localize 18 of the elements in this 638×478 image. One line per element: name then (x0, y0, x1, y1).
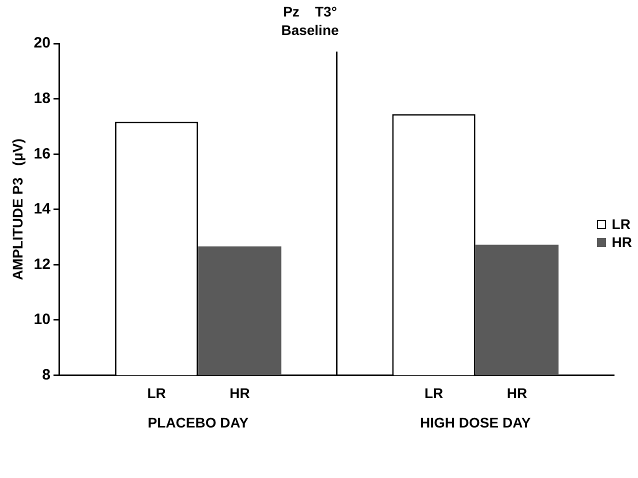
x-tick-label: HIGH DOSE DAY (420, 414, 532, 430)
text: LR (612, 216, 630, 232)
y-axis-title: AMPLITUDE P3 (μV) (9, 138, 26, 280)
y-tick-label: 14 (34, 200, 52, 218)
chart-title: Pz T3° (283, 3, 337, 20)
y-tick-label: 10 (34, 311, 50, 328)
legend-label: HR (612, 233, 632, 251)
series-label: LR (424, 385, 444, 402)
y-tick-label: 18 (34, 90, 50, 108)
text: HR (506, 385, 528, 402)
y-tick-label: 8 (42, 366, 50, 384)
y-tick-label: 16 (34, 145, 50, 162)
y-tick-label: 20 (34, 34, 50, 52)
text: LR (147, 385, 166, 402)
y-tick-label: 12 (34, 256, 50, 273)
text: HR (230, 385, 250, 402)
chart-subtitle: Baseline (281, 22, 340, 38)
x-tick-label: PLACEBO DAY (148, 414, 250, 430)
